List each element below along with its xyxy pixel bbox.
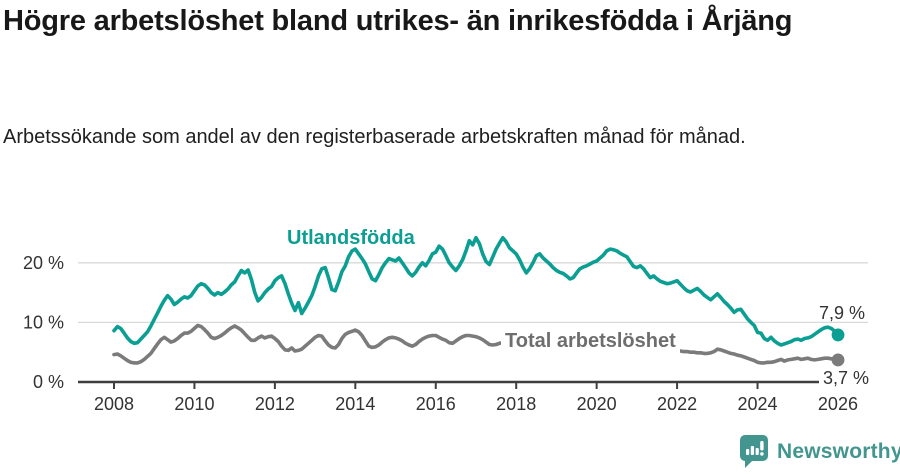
end-value-total: 3,7 % (819, 368, 874, 390)
x-tick-label: 2016 (416, 394, 456, 414)
end-dot-utlandsfodda (831, 328, 845, 342)
y-tick-label: 10 % (23, 312, 64, 332)
x-tick-label: 2010 (174, 394, 214, 414)
end-dot-total (831, 353, 845, 367)
newsworthy-logo: Newsworthy (740, 435, 900, 469)
page-title: Högre arbetslöshet bland utrikes- än inr… (3, 5, 793, 37)
x-tick-label: 2022 (657, 394, 697, 414)
x-tick-label: 2014 (335, 394, 375, 414)
y-tick-label: 0 % (33, 372, 64, 392)
chart-subtitle: Arbetssökande som andel av den registerb… (3, 126, 746, 148)
x-tick-label: 2012 (255, 394, 295, 414)
brand-name: Newsworthy (777, 440, 900, 463)
end-value-utlandsfodda: 7,9 % (819, 303, 866, 323)
x-tick-label: 2024 (737, 394, 777, 414)
series-label-total-arbetsloshet: Total arbetslöshet (501, 330, 680, 353)
line-utlandsfodda (112, 236, 840, 347)
x-tick-label: 2020 (577, 394, 617, 414)
line-total (112, 323, 840, 365)
x-tick-label: 2018 (496, 394, 536, 414)
newsworthy-bubble-icon (740, 435, 768, 468)
y-tick-label: 20 % (23, 253, 64, 273)
x-tick-label: 2026 (818, 394, 858, 414)
series-label-utlandsfodda: Utlandsfödda (287, 227, 415, 249)
x-tick-label: 2008 (94, 394, 134, 414)
